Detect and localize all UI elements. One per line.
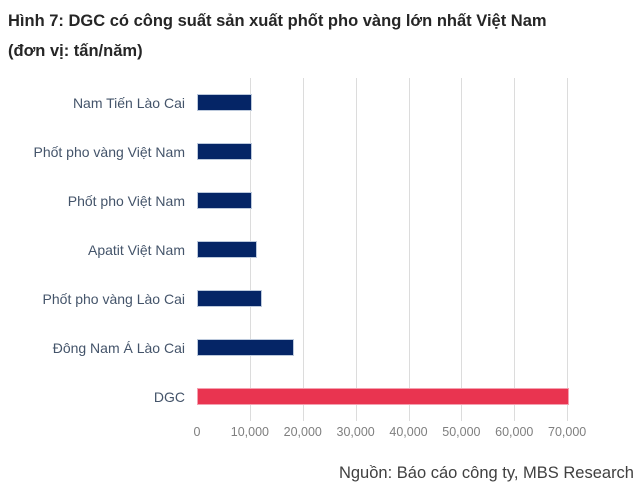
bar-track [197, 339, 620, 356]
category-label: Phốt pho Việt Nam [67, 192, 185, 209]
bar-track [197, 94, 620, 111]
source-note: Nguồn: Báo cáo công ty, MBS Research [338, 464, 634, 482]
x-tick-label: 50,000 [442, 425, 481, 439]
chart-row: Nam Tiến Lào Cai [0, 78, 640, 127]
category-label: Nam Tiến Lào Cai [72, 94, 185, 111]
bar-track [197, 290, 620, 307]
bar-track [197, 192, 620, 209]
gridline [567, 78, 569, 421]
bar-track [197, 388, 620, 405]
bar [197, 192, 252, 209]
bar-chart: Nam Tiến Lào Cai Phốt pho vàng Việt Nam Ph… [0, 78, 640, 443]
x-tick-label: 20,000 [283, 425, 322, 439]
x-tick-label: 0 [193, 425, 201, 439]
x-tick-label: 70,000 [548, 425, 587, 439]
chart-row: Phốt pho vàng Lào Cai [0, 274, 640, 323]
x-tick-label: 60,000 [495, 425, 534, 439]
chart-row: DGC [0, 372, 640, 421]
bar [197, 143, 252, 160]
gridline [302, 78, 304, 421]
bar [197, 388, 570, 405]
gridline [514, 78, 516, 421]
chart-title: Hình 7: DGC có công suất sản xuất phốt p… [0, 0, 640, 66]
x-tick-label: 10,000 [230, 425, 269, 439]
gridline [355, 78, 357, 421]
x-tick-label: 40,000 [389, 425, 428, 439]
category-label: Apatit Việt Nam [87, 241, 185, 258]
bar-track [197, 143, 620, 160]
chart-title-line1: Hình 7: DGC có công suất sản xuất phốt p… [8, 12, 547, 30]
bar [197, 290, 263, 307]
bar [197, 94, 252, 111]
chart-rows: Nam Tiến Lào Cai Phốt pho vàng Việt Nam Ph… [0, 78, 640, 421]
chart-row: Phốt pho Việt Nam [0, 176, 640, 225]
x-tick-label: 30,000 [336, 425, 375, 439]
category-label: DGC [153, 388, 185, 405]
bar-track [197, 241, 620, 258]
bar [197, 339, 295, 356]
category-label: Đông Nam Á Lào Cai [52, 339, 185, 356]
x-axis: 0 10,000 20,000 30,000 40,000 50,000 60,000 70,… [193, 421, 620, 443]
chart-title-line2: (đơn vị: tấn/năm) [8, 42, 143, 60]
category-label: Phốt pho vàng Lào Cai [42, 290, 185, 307]
chart-row: Đông Nam Á Lào Cai [0, 323, 640, 372]
gridline [408, 78, 410, 421]
chart-row: Apatit Việt Nam [0, 225, 640, 274]
category-label: Phốt pho vàng Việt Nam [33, 143, 185, 160]
gridline [461, 78, 463, 421]
chart-row: Phốt pho vàng Việt Nam [0, 127, 640, 176]
bar [197, 241, 258, 258]
